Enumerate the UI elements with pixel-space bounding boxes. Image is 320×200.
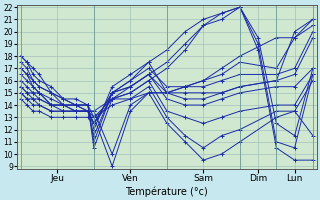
X-axis label: Température (°c): Température (°c) [125, 186, 208, 197]
